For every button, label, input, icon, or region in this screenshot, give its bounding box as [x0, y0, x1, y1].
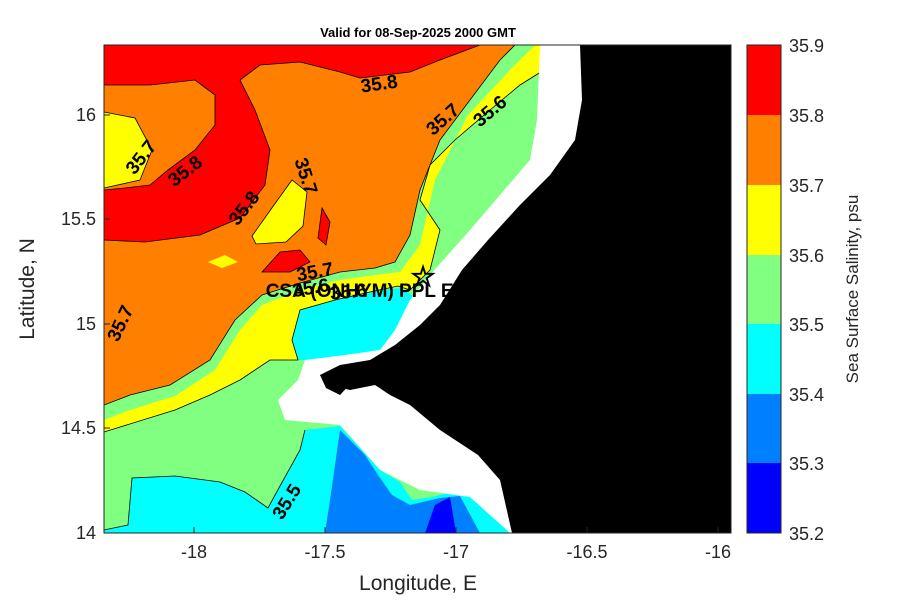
- y-tick-label: 15: [76, 314, 96, 334]
- colorbar-swatch: [747, 324, 781, 394]
- colorbar-tick-label: 35.3: [789, 454, 824, 474]
- contour-label: 35.8: [359, 72, 399, 98]
- y-tick-label: 14.5: [61, 418, 96, 438]
- colorbar-swatch: [747, 45, 781, 115]
- region-35-5-35-6-north: [415, 90, 560, 220]
- y-axis: 16 15.5 15 14.5 14 Latitude, N: [16, 105, 110, 543]
- region-35-6-35-7: [104, 45, 731, 432]
- x-tick-label: -17.5: [304, 542, 345, 562]
- x-tick-label: -16: [705, 542, 731, 562]
- colorbar-tick-label: 35.6: [789, 246, 824, 266]
- colorbar-swatch: [747, 255, 781, 324]
- y-axis-label: Latitude, N: [16, 238, 39, 340]
- contour-label: 35.6: [329, 280, 368, 304]
- colorbar-tick-label: 35.2: [789, 524, 824, 544]
- colorbar: 35.9 35.8 35.7 35.6 35.5 35.4 35.3 35.2 …: [746, 36, 862, 544]
- y-tick-label: 16: [76, 105, 96, 125]
- x-axis-label: Longitude, E: [359, 572, 477, 595]
- colorbar-label: Sea Surface Salinity, psu: [843, 195, 862, 384]
- colorbar-tick-label: 35.9: [789, 36, 824, 56]
- map-frame: [103, 44, 732, 534]
- cape-verde-point: [320, 370, 352, 395]
- y-tick-label: 15.5: [61, 209, 96, 229]
- colorbar-swatch: [747, 185, 781, 255]
- yellow-center-overlay: [252, 180, 307, 244]
- x-axis: -18 -17.5 -17 -16.5 -16 Longitude, E: [181, 527, 731, 595]
- land-mass: [320, 45, 731, 533]
- colorbar-tick-label: 35.5: [789, 315, 824, 335]
- region-35-8-35-9: [104, 45, 480, 242]
- colorbar-swatch: [747, 463, 781, 533]
- station-label: CSA (ONHYM) PPL EP: [266, 281, 467, 302]
- contour-lines: [104, 45, 561, 531]
- colorbar-tick-label: 35.8: [789, 106, 824, 126]
- colorbar-swatch: [747, 394, 781, 463]
- map-title: Valid for 08-Sep-2025 2000 GMT: [320, 25, 516, 40]
- yellow-patch-tiny: [208, 255, 238, 268]
- colorbar-tick-label: 35.7: [789, 176, 824, 196]
- colorbar-tick-label: 35.4: [789, 385, 824, 405]
- x-tick-label: -17: [443, 542, 469, 562]
- yellow-west-overlay: [104, 112, 152, 188]
- region-35-2-35-3: [425, 497, 456, 533]
- red-patch-south: [262, 250, 310, 272]
- x-tick-label: -18: [181, 542, 207, 562]
- orange-southwest: [104, 258, 300, 400]
- x-tick-label: -16.5: [566, 542, 607, 562]
- colorbar-swatch: [747, 115, 781, 185]
- map-area: ☆: [104, 45, 731, 533]
- y-tick-label: 14: [76, 523, 96, 543]
- station-star-icon: ☆: [410, 261, 435, 292]
